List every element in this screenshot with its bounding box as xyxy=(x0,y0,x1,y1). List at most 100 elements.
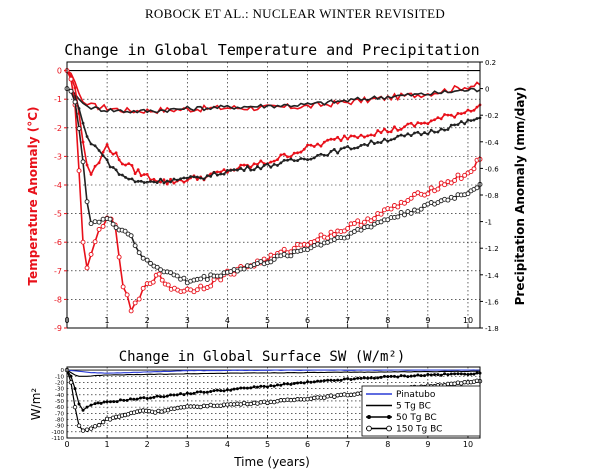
bottom-y-tick-label: -20 xyxy=(55,380,64,386)
bottom-series-point xyxy=(382,374,386,378)
top-series-point xyxy=(175,178,179,182)
bottom-series-point xyxy=(255,385,259,389)
top-series-point xyxy=(471,166,477,172)
top-series-point xyxy=(319,152,323,156)
bottom-series-point xyxy=(443,372,447,376)
top-series-point xyxy=(379,131,383,135)
top-series-point xyxy=(259,159,263,163)
top-series-point xyxy=(475,117,479,120)
top-series-point xyxy=(114,168,118,172)
top-series-point xyxy=(399,127,403,131)
bottom-series-point xyxy=(212,389,216,393)
top-series-point xyxy=(329,150,333,153)
top-series-point xyxy=(305,242,311,248)
top-series-point xyxy=(351,221,357,226)
time-axis-label: Time (years) xyxy=(233,455,310,469)
bottom-x-tick-label: 3 xyxy=(185,440,190,449)
top-series-point xyxy=(408,210,414,216)
legend-swatch-marker xyxy=(387,415,391,419)
top-series-point xyxy=(341,228,347,234)
top-series-point xyxy=(373,134,376,137)
top-series-precipitation-50-tg-bc xyxy=(65,87,482,185)
top-series-point xyxy=(142,173,146,176)
top-series-point xyxy=(81,140,85,144)
top-series-point xyxy=(111,152,115,156)
bottom-series-point xyxy=(108,400,112,404)
top-series-point xyxy=(84,265,90,271)
top-series-precipitation-5-tg-bc xyxy=(66,87,481,114)
top-series-point xyxy=(219,170,223,174)
top-x-tick-label: 0 xyxy=(64,316,69,325)
top-x-tick-label: 6 xyxy=(305,316,310,325)
bottom-series-point xyxy=(262,384,266,388)
top-series-point xyxy=(72,99,78,105)
top-series-point xyxy=(339,147,343,151)
bottom-series-point xyxy=(72,404,78,410)
top-series-point xyxy=(124,176,127,179)
bottom-series-point xyxy=(115,400,119,404)
top-y-tick-label: -1 xyxy=(54,95,62,104)
bottom-series-point xyxy=(242,386,246,390)
top-y2-tick-label: -1.8 xyxy=(485,325,499,333)
top-series-point xyxy=(261,256,267,262)
bottom-series-point xyxy=(286,382,290,386)
bottom-series-point xyxy=(302,381,306,385)
top-series-point xyxy=(140,255,146,261)
bottom-series-point xyxy=(219,389,223,393)
top-series-point xyxy=(159,180,162,184)
top-series-point xyxy=(309,143,313,147)
top-series-point xyxy=(133,172,137,175)
top-series-point xyxy=(181,275,187,281)
bottom-series-point xyxy=(80,428,86,433)
bottom-series-point xyxy=(352,377,356,381)
top-series-point xyxy=(355,218,361,224)
bottom-series-point xyxy=(96,401,100,405)
top-series-point xyxy=(84,199,90,205)
top-series-point xyxy=(351,229,357,234)
top-series-point xyxy=(208,283,214,289)
top-series-point xyxy=(149,180,152,183)
top-series-point xyxy=(336,135,340,139)
surface-sw-chart: Change in Global Surface SW (W/m²) 0 1 2 3 4… xyxy=(29,349,483,469)
top-series-point xyxy=(395,204,401,210)
bottom-series-point xyxy=(359,376,363,380)
top-series-point xyxy=(296,151,299,155)
top-series-point xyxy=(376,129,380,132)
top-series-point xyxy=(159,277,165,283)
top-series-point xyxy=(132,300,138,306)
top-series-point xyxy=(232,168,236,172)
top-series-point xyxy=(409,121,413,125)
top-series-point xyxy=(150,279,156,285)
bottom-series-point xyxy=(96,422,102,428)
top-series-point xyxy=(222,168,226,172)
bottom-series-point xyxy=(289,382,293,386)
bottom-x-tick-label: 6 xyxy=(305,440,310,449)
bottom-series-point xyxy=(192,391,196,395)
bottom-series-point xyxy=(152,395,156,399)
bottom-series-point xyxy=(89,403,93,407)
top-series-point xyxy=(426,122,430,126)
bottom-series-point xyxy=(319,379,323,383)
bottom-x-tick-label: 8 xyxy=(385,440,390,449)
bottom-series-point xyxy=(299,381,303,385)
top-series-point xyxy=(462,172,468,178)
top-series-point xyxy=(162,181,166,185)
top-series-point xyxy=(194,287,200,293)
top-y-tick-label: -9 xyxy=(54,324,62,333)
top-series-point xyxy=(359,144,363,147)
top-series-point xyxy=(130,164,134,167)
top-x-ticks: 0 1 2 3 4 5 6 7 8 9 10 xyxy=(64,316,473,328)
top-series-point xyxy=(169,180,172,184)
top-series-point xyxy=(442,182,448,188)
top-series-point xyxy=(212,170,216,174)
bottom-series-point xyxy=(449,372,453,376)
top-series-point xyxy=(136,250,142,256)
top-series-point xyxy=(345,234,351,240)
top-series-point xyxy=(127,177,131,181)
bottom-series-point xyxy=(322,379,326,383)
top-y-tick-label: -2 xyxy=(54,124,62,133)
bottom-x-tick-label: 1 xyxy=(105,440,110,449)
top-series-point xyxy=(398,209,404,215)
top-series-point xyxy=(359,133,363,137)
top-series-point xyxy=(474,185,480,191)
